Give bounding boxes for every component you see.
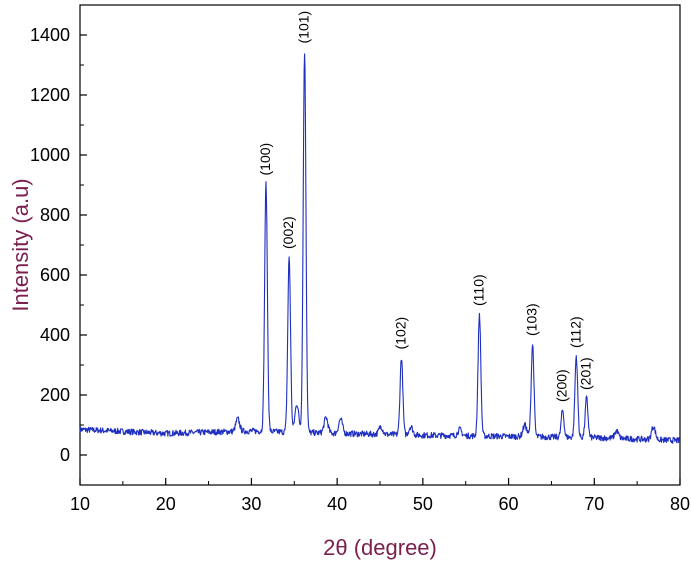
peak-label: (103) xyxy=(524,303,540,336)
xrd-pattern-line xyxy=(79,53,681,444)
x-tick-label: 40 xyxy=(327,494,347,514)
y-tick-label: 1400 xyxy=(30,25,70,45)
x-tick-label: 60 xyxy=(499,494,519,514)
peak-label: (002) xyxy=(280,216,296,249)
peak-label: (110) xyxy=(470,274,486,306)
x-tick-label: 80 xyxy=(670,494,690,514)
peak-label: (200) xyxy=(554,369,570,402)
peak-label: (201) xyxy=(578,357,594,390)
peak-labels: (100) (002) (101) (102) (110) (103) (200) (112)… xyxy=(257,11,594,402)
x-axis-ticks: 10 20 30 40 50 60 70 80 xyxy=(70,478,690,514)
x-axis-title: 2θ (degree) xyxy=(323,535,437,560)
plot-frame xyxy=(79,4,681,486)
x-tick-label: 50 xyxy=(413,494,433,514)
y-tick-label: 200 xyxy=(40,385,70,405)
peak-label: (102) xyxy=(392,317,408,350)
y-tick-label: 0 xyxy=(60,445,70,465)
plot-area xyxy=(79,4,681,486)
y-axis-title: Intensity (a.u) xyxy=(8,178,33,311)
x-tick-label: 20 xyxy=(156,494,176,514)
peak-label: (100) xyxy=(257,143,273,176)
y-axis-ticks: 0 200 400 600 800 1000 1200 1400 xyxy=(30,4,87,486)
x-tick-label: 30 xyxy=(241,494,261,514)
y-tick-label: 600 xyxy=(40,265,70,285)
y-tick-label: 800 xyxy=(40,205,70,225)
x-tick-label: 70 xyxy=(584,494,604,514)
peak-label: (112) xyxy=(567,316,583,348)
y-tick-label: 1200 xyxy=(30,85,70,105)
x-tick-label: 10 xyxy=(70,494,90,514)
y-tick-label: 400 xyxy=(40,325,70,345)
peak-label: (101) xyxy=(296,11,312,44)
y-tick-label: 1000 xyxy=(30,145,70,165)
